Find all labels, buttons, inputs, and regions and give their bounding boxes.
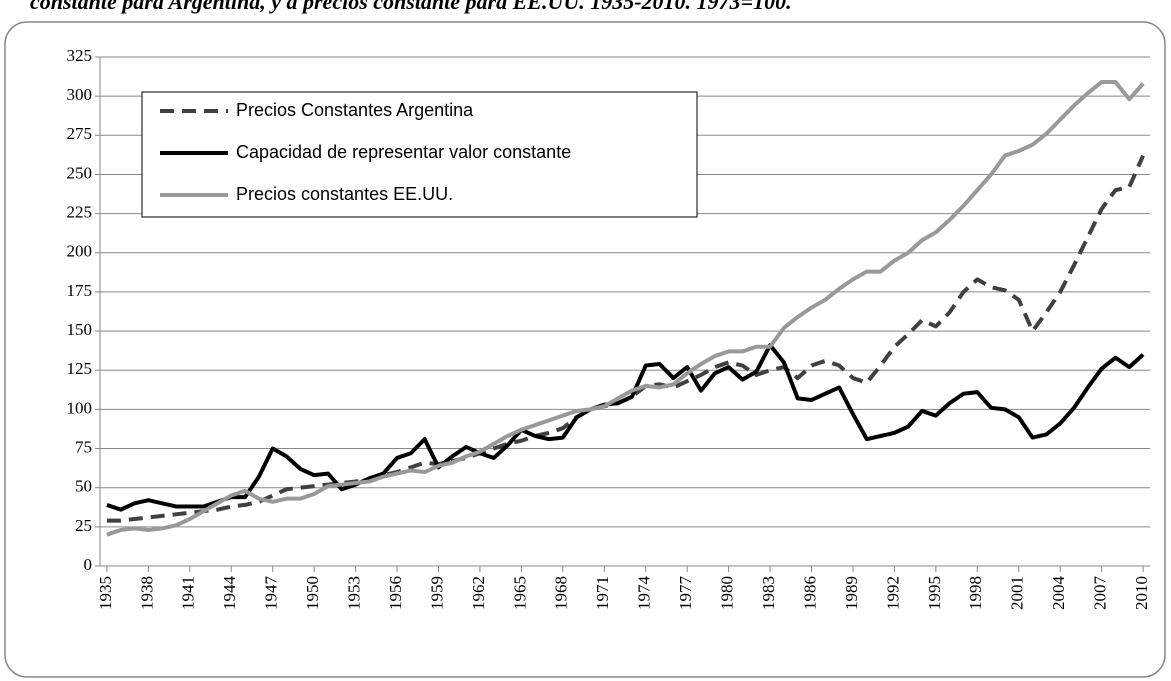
y-tick-label: 100 [67,398,93,417]
y-tick-label: 250 [67,163,93,182]
y-tick-label: 0 [84,555,93,574]
line-series [106,80,1145,537]
x-tick-label: 2001 [1008,576,1027,610]
x-tick-label: 1971 [593,576,612,610]
x-tick-label: 1980 [718,576,737,610]
y-tick-label: 150 [67,320,93,339]
x-tick-label: 1974 [635,576,654,611]
x-tick-label: 1998 [966,576,985,610]
x-tick-label: 1995 [925,576,944,610]
legend-label: Capacidad de representar valor constante [236,142,571,162]
x-tick-label: 1947 [262,576,281,611]
x-tick-label: 1977 [676,576,695,611]
chart-title: constante para Argentina, y a precios co… [30,0,792,14]
legend-box [141,91,698,218]
x-tick-label: 2004 [1049,576,1068,611]
x-tick-label: 1950 [303,576,322,610]
y-tick-label: 125 [67,359,93,378]
y-tick-label: 75 [75,437,92,456]
y-tick-label: 275 [67,124,93,143]
y-tick-label: 25 [75,516,92,535]
x-tick-label: 1944 [220,576,239,611]
legend-label: Precios Constantes Argentina [236,100,474,120]
x-tick-label: 1953 [344,576,363,610]
x-tick-label: 1956 [386,576,405,610]
x-tick-label: 1941 [179,576,198,610]
y-tick-label: 300 [67,85,93,104]
x-tick-label: 2010 [1132,576,1151,610]
x-tick-label: 1962 [469,576,488,610]
y-tick-label: 175 [67,281,93,300]
line-series [106,343,1145,512]
y-tick-label: 50 [75,477,92,496]
x-tick-label: 1959 [427,576,446,610]
x-tick-label: 1938 [137,576,156,610]
x-tick-label: 1989 [842,576,861,610]
x-tick-label: 1968 [552,576,571,610]
y-tick-label: 225 [67,203,93,222]
legend-label: Precios constantes EE.UU. [236,184,453,204]
y-tick-label: 200 [67,242,93,261]
x-tick-label: 2007 [1091,576,1110,611]
x-tick-label: 1965 [510,576,529,610]
x-tick-label: 1992 [883,576,902,610]
x-tick-label: 1935 [96,576,115,610]
y-tick-label: 325 [67,46,93,65]
x-tick-label: 1986 [800,576,819,610]
x-tick-label: 1983 [759,576,778,610]
